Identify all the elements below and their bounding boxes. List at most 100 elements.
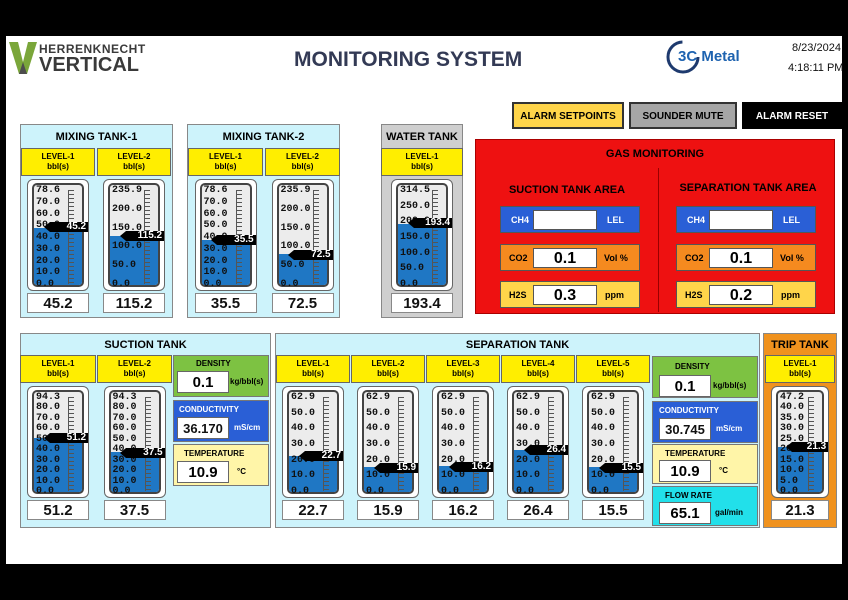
scale-label: 30.0: [203, 243, 228, 255]
ch4-unit: LEL: [607, 215, 624, 225]
h2s-label: H2S: [685, 290, 703, 300]
level-pointer: 193.4: [407, 218, 453, 229]
level-unit: bbl(s): [527, 369, 549, 378]
level-fill: [34, 227, 82, 285]
brand-logo: HERRENKNECHT VERTICAL: [9, 42, 169, 76]
scale-ticks: [473, 397, 479, 491]
scale-label: 50.0: [203, 220, 228, 232]
scale-label: 0.0: [441, 486, 460, 497]
scale-label: 62.9: [591, 392, 616, 403]
brand-line1: HERRENKNECHT: [39, 42, 146, 56]
scale-label: 60.0: [203, 208, 228, 220]
level-fill: [34, 437, 82, 492]
suction-density-value: 0.1: [177, 371, 229, 393]
level-header: LEVEL-2 bbl(s): [97, 355, 172, 383]
level-pointer: 51.2: [43, 432, 89, 443]
scale-label: 30.0: [112, 454, 137, 466]
scale-label: 80.0: [112, 402, 137, 414]
scale-ticks: [144, 397, 151, 491]
scale-label: 20.0: [516, 454, 541, 466]
scale-ticks: [548, 397, 554, 491]
scale-label: 40.0: [36, 444, 61, 456]
scale-label: 10.0: [112, 475, 137, 487]
level-header: LEVEL-1 bbl(s): [20, 355, 96, 383]
co2-unit: Vol %: [604, 253, 628, 263]
level-gauge: 62.9 50.0 40.0 30.0 20.0 10.0 0.0 15.5: [582, 386, 644, 498]
scale-label: 30.0: [780, 423, 805, 435]
scale-label: 50.0: [400, 263, 425, 275]
level-label: LEVEL-2: [118, 359, 151, 368]
scale-label: 10.0: [441, 470, 466, 482]
scale-label: 50.0: [441, 407, 466, 419]
scale-label: 78.6: [203, 185, 228, 196]
separation-temperature-value: 10.9: [659, 460, 711, 482]
level-fill: [398, 223, 446, 285]
level-tube: [512, 390, 564, 494]
level-gauge: 62.9 50.0 40.0 30.0 20.0 10.0 0.0 15.9: [357, 386, 419, 498]
scale-label: 10.0: [366, 470, 391, 482]
scale-label: 35.0: [780, 412, 805, 424]
ch4-label: CH4: [687, 215, 706, 225]
scale-label: 10.0: [36, 267, 61, 279]
level-gauge: 235.9 200.0 150.0 100.0 50.0 0.0 115.2: [103, 179, 165, 291]
scale-label: 62.9: [516, 392, 541, 403]
scale-label: 62.9: [366, 392, 391, 403]
level-label: LEVEL-5: [596, 359, 630, 368]
level-unit: bbl(s): [789, 369, 811, 378]
separation-density-value: 0.1: [659, 375, 711, 397]
level-pointer: 45.2: [43, 222, 89, 233]
scale-label: 150.0: [112, 222, 143, 234]
level-value: 115.2: [103, 293, 165, 313]
level-tube: [32, 183, 84, 287]
flow-label: FLOW RATE: [665, 491, 712, 500]
sounder-mute-button[interactable]: SOUNDER MUTE: [629, 102, 737, 129]
time-display: 4:18:11 PM: [788, 62, 844, 74]
scale-label: 100.0: [280, 241, 311, 253]
level-value: 37.5: [103, 500, 166, 520]
level-gauge: 78.670.060.050.040.030.020.010.00.035.5: [194, 179, 257, 291]
suction-co2-value: 0.1: [533, 248, 597, 268]
conductivity-unit: mS/cm: [716, 424, 743, 433]
level-fill: [778, 446, 822, 492]
scale-label: 0.0: [203, 279, 222, 290]
scale-label: 0.0: [112, 486, 131, 497]
level-header: LEVEL-1 bbl(s): [21, 148, 95, 176]
density-label: DENSITY: [675, 362, 710, 371]
scale-label: 0.0: [400, 279, 419, 290]
level-header: LEVEL-1 bbl(s): [276, 355, 350, 383]
scale-label: 62.9: [291, 392, 316, 403]
separation-flow-box: FLOW RATE 65.1 gal/min: [652, 486, 758, 526]
scale-label: 30.0: [291, 439, 316, 450]
scale-label: 30.0: [366, 439, 391, 450]
level-label: LEVEL-2: [286, 152, 319, 161]
suction-density-box: DENSITY 0.1 kg/bbl(s): [173, 355, 269, 397]
scale-label: 60.0: [36, 423, 61, 435]
scale-label: 20.0: [591, 454, 616, 466]
scale-label: 50.0: [280, 260, 305, 272]
scale-label: 60.0: [112, 423, 137, 435]
scale-label: 94.3: [112, 392, 137, 403]
level-unit: bbl(s): [452, 369, 474, 378]
gas-monitoring-title: GAS MONITORING: [605, 148, 705, 160]
scale-label: 0.0: [516, 486, 535, 497]
level-value: 16.2: [432, 500, 494, 520]
level-pointer: 15.5: [598, 463, 644, 474]
h2s-unit: ppm: [605, 290, 624, 300]
scale-label: 10.0: [203, 267, 228, 279]
level-label: LEVEL-4: [521, 359, 555, 368]
level-value: 35.5: [194, 293, 257, 313]
separation-h2s-value: 0.2: [709, 285, 773, 305]
scale-label: 40.0: [591, 423, 616, 435]
alarm-setpoints-button[interactable]: ALARM SETPOINTS: [512, 102, 624, 129]
gas-divider: [658, 168, 659, 312]
scale-label: 314.5: [400, 185, 431, 196]
scale-label: 0.0: [112, 279, 131, 290]
scale-label: 10.0: [780, 465, 805, 477]
scale-label: 50.0: [112, 260, 137, 272]
level-pointer: 35.5: [211, 234, 256, 245]
level-tube: [108, 390, 161, 494]
level-value: 21.3: [771, 500, 829, 520]
suction-tank-title: SUCTION TANK: [104, 339, 187, 351]
separation-co2-value: 0.1: [709, 248, 773, 268]
alarm-reset-button[interactable]: ALARM RESET: [742, 102, 842, 129]
